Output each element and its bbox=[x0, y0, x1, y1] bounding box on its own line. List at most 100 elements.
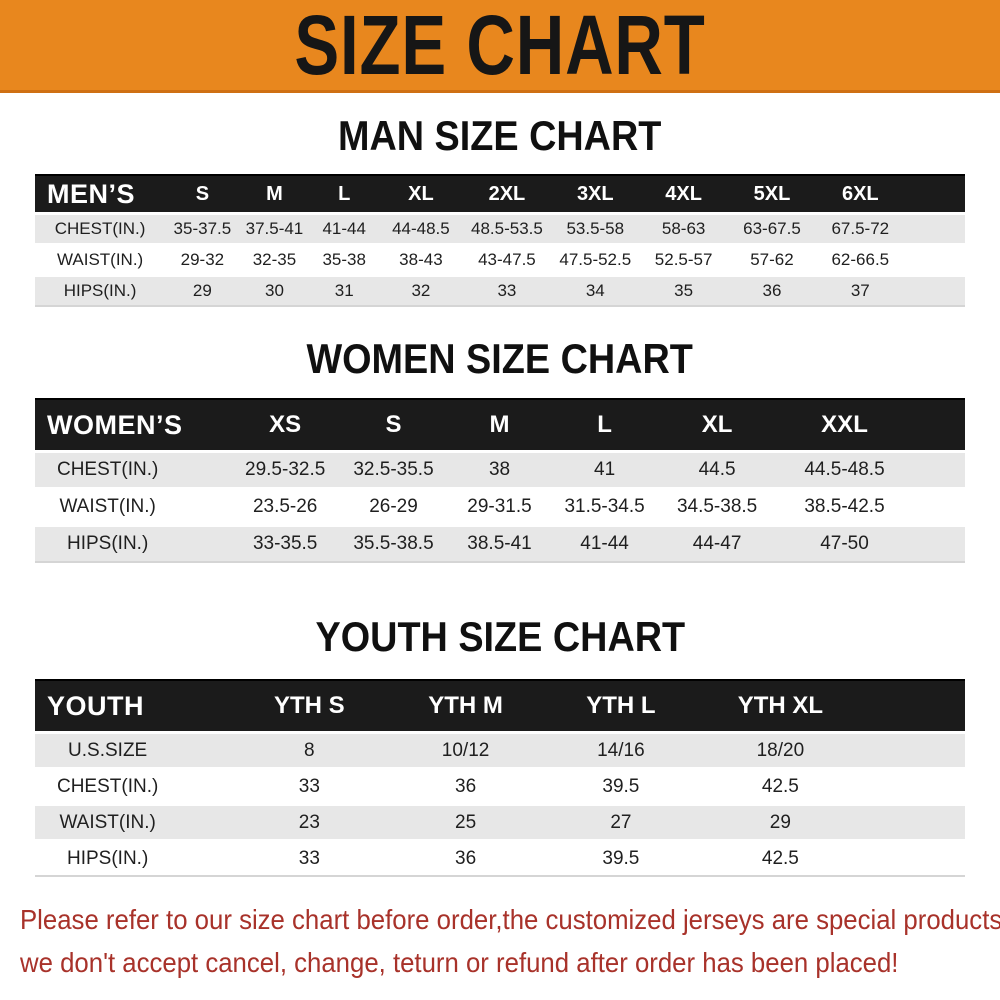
women-col-xl: XL bbox=[657, 398, 778, 450]
size-cell: 57-62 bbox=[727, 243, 817, 274]
spacer-cell bbox=[861, 731, 965, 767]
men-chest-row: CHEST(IN.) 35-37.5 37.5-41 41-44 44-48.5… bbox=[35, 212, 965, 243]
size-cell: 35-38 bbox=[309, 243, 380, 274]
size-cell: 10/12 bbox=[388, 731, 543, 767]
spacer-cell bbox=[911, 398, 965, 450]
youth-size-table: YOUTH YTH S YTH M YTH L YTH XL U.S.SIZE … bbox=[35, 679, 965, 877]
spacer-cell bbox=[861, 679, 965, 731]
size-cell: 37 bbox=[816, 274, 905, 305]
men-size-table: MEN’S S M L XL 2XL 3XL 4XL 5XL 6XL CHEST… bbox=[35, 174, 965, 307]
row-label: WAIST(IN.) bbox=[35, 487, 231, 524]
size-cell: 34 bbox=[551, 274, 640, 305]
size-cell: 36 bbox=[727, 274, 817, 305]
size-cell: 29 bbox=[165, 274, 240, 305]
youth-ussize-row: U.S.SIZE 8 10/12 14/16 18/20 bbox=[35, 731, 965, 767]
row-label: WAIST(IN.) bbox=[35, 243, 166, 274]
size-cell: 52.5-57 bbox=[639, 243, 728, 274]
men-table-title: MEN’S bbox=[35, 174, 166, 212]
men-col-s: S bbox=[165, 174, 240, 212]
youth-waist-row: WAIST(IN.) 23 25 27 29 bbox=[35, 803, 965, 839]
men-col-xl: XL bbox=[379, 174, 463, 212]
youth-section-heading-text: YOUTH SIZE CHART bbox=[315, 613, 685, 660]
size-cell: 36 bbox=[388, 839, 543, 875]
size-cell: 58-63 bbox=[639, 212, 728, 243]
size-cell: 29-31.5 bbox=[446, 487, 553, 524]
size-cell: 38-43 bbox=[379, 243, 463, 274]
women-chest-row: CHEST(IN.) 29.5-32.5 32.5-35.5 38 41 44.… bbox=[35, 450, 965, 487]
size-cell: 38.5-41 bbox=[446, 524, 553, 561]
size-cell: 36 bbox=[388, 767, 543, 803]
spacer-cell bbox=[904, 274, 965, 305]
size-cell: 33 bbox=[462, 274, 552, 305]
size-cell: 47-50 bbox=[777, 524, 912, 561]
men-col-3xl: 3XL bbox=[551, 174, 640, 212]
size-cell: 29-32 bbox=[165, 243, 240, 274]
size-cell: 14/16 bbox=[542, 731, 699, 767]
men-section-heading-text: MAN SIZE CHART bbox=[338, 112, 662, 159]
women-section-heading-text: WOMEN SIZE CHART bbox=[306, 335, 694, 382]
women-table-title: WOMEN’S bbox=[35, 398, 231, 450]
disclaimer-line-1: Please refer to our size chart before or… bbox=[20, 901, 1000, 944]
women-section-heading: WOMEN SIZE CHART bbox=[0, 337, 1000, 381]
size-cell: 34.5-38.5 bbox=[657, 487, 778, 524]
size-cell: 31 bbox=[309, 274, 380, 305]
women-header-row: WOMEN’S XS S M L XL XXL bbox=[35, 398, 965, 450]
size-cell: 29 bbox=[699, 803, 862, 839]
row-label: HIPS(IN.) bbox=[35, 524, 231, 561]
size-cell: 31.5-34.5 bbox=[552, 487, 658, 524]
youth-section-heading: YOUTH SIZE CHART bbox=[0, 615, 1000, 659]
size-cell: 43-47.5 bbox=[462, 243, 552, 274]
disclaimer: Please refer to our size chart before or… bbox=[0, 901, 1000, 987]
youth-table-title: YOUTH bbox=[35, 679, 231, 731]
youth-table-head: YOUTH YTH S YTH M YTH L YTH XL bbox=[35, 679, 965, 731]
size-cell: 23 bbox=[230, 803, 389, 839]
size-cell: 18/20 bbox=[699, 731, 862, 767]
size-cell: 35-37.5 bbox=[165, 212, 240, 243]
disclaimer-line-2-text: we don't accept cancel, change, teturn o… bbox=[20, 947, 899, 978]
size-cell: 42.5 bbox=[699, 767, 862, 803]
size-cell: 38 bbox=[446, 450, 553, 487]
row-label: HIPS(IN.) bbox=[35, 274, 166, 305]
youth-header-row: YOUTH YTH S YTH M YTH L YTH XL bbox=[35, 679, 965, 731]
men-col-5xl: 5XL bbox=[727, 174, 817, 212]
size-cell: 29.5-32.5 bbox=[230, 450, 341, 487]
youth-col-xl: YTH XL bbox=[699, 679, 862, 731]
size-cell: 35.5-38.5 bbox=[340, 524, 447, 561]
men-header-row: MEN’S S M L XL 2XL 3XL 4XL 5XL 6XL bbox=[35, 174, 965, 212]
women-col-xxl: XXL bbox=[777, 398, 912, 450]
row-label: HIPS(IN.) bbox=[35, 839, 231, 875]
men-col-m: M bbox=[239, 174, 310, 212]
men-hips-row: HIPS(IN.) 29 30 31 32 33 34 35 36 37 bbox=[35, 274, 965, 305]
size-cell: 63-67.5 bbox=[727, 212, 817, 243]
size-cell: 32-35 bbox=[239, 243, 310, 274]
size-cell: 44-47 bbox=[657, 524, 778, 561]
row-label: WAIST(IN.) bbox=[35, 803, 231, 839]
spacer-cell bbox=[861, 803, 965, 839]
size-cell: 48.5-53.5 bbox=[462, 212, 552, 243]
spacer-cell bbox=[911, 487, 965, 524]
men-table-body: CHEST(IN.) 35-37.5 37.5-41 41-44 44-48.5… bbox=[35, 212, 965, 305]
spacer-cell bbox=[861, 839, 965, 875]
size-cell: 35 bbox=[639, 274, 728, 305]
women-waist-row: WAIST(IN.) 23.5-26 26-29 29-31.5 31.5-34… bbox=[35, 487, 965, 524]
youth-table-body: U.S.SIZE 8 10/12 14/16 18/20 CHEST(IN.) … bbox=[35, 731, 965, 875]
women-col-xs: XS bbox=[230, 398, 341, 450]
size-cell: 44-48.5 bbox=[379, 212, 463, 243]
spacer-cell bbox=[861, 767, 965, 803]
size-cell: 39.5 bbox=[542, 767, 699, 803]
size-cell: 30 bbox=[239, 274, 310, 305]
size-cell: 32 bbox=[379, 274, 463, 305]
women-col-s: S bbox=[340, 398, 447, 450]
men-waist-row: WAIST(IN.) 29-32 32-35 35-38 38-43 43-47… bbox=[35, 243, 965, 274]
size-cell: 53.5-58 bbox=[551, 212, 640, 243]
women-col-l: L bbox=[552, 398, 658, 450]
size-cell: 41-44 bbox=[552, 524, 658, 561]
youth-col-s: YTH S bbox=[230, 679, 389, 731]
size-cell: 44.5-48.5 bbox=[777, 450, 912, 487]
size-cell: 33 bbox=[230, 767, 389, 803]
size-cell: 33 bbox=[230, 839, 389, 875]
women-section: WOMEN SIZE CHART WOMEN’S XS S M L XL XXL bbox=[0, 337, 1000, 563]
spacer-cell bbox=[911, 450, 965, 487]
size-cell: 33-35.5 bbox=[230, 524, 341, 561]
